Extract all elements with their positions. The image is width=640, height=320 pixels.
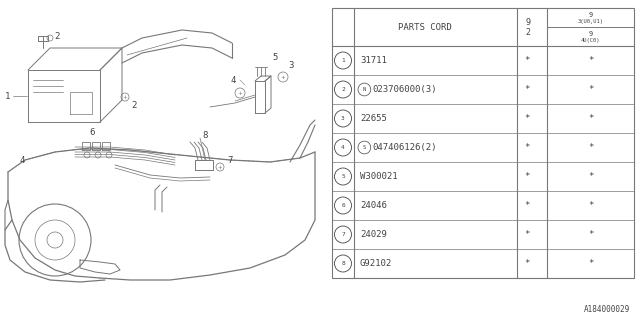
Text: 4U(C0): 4U(C0): [580, 38, 600, 43]
Text: 2: 2: [341, 87, 345, 92]
Text: 047406126(2): 047406126(2): [372, 143, 437, 152]
Text: 1: 1: [5, 92, 11, 100]
Text: 1: 1: [341, 58, 345, 63]
Text: +: +: [237, 91, 243, 95]
Text: 22655: 22655: [360, 114, 387, 123]
Text: *: *: [588, 114, 593, 123]
Text: *: *: [524, 230, 530, 239]
Text: W300021: W300021: [360, 172, 397, 181]
Text: *: *: [524, 259, 530, 268]
Text: G92102: G92102: [360, 259, 392, 268]
Text: *: *: [588, 259, 593, 268]
Text: 3: 3: [341, 116, 345, 121]
Text: 023706000(3): 023706000(3): [372, 85, 437, 94]
Text: *: *: [588, 85, 593, 94]
Text: *: *: [588, 143, 593, 152]
Text: 4: 4: [19, 156, 25, 164]
Text: +: +: [218, 164, 222, 170]
Text: *: *: [588, 230, 593, 239]
Text: 3: 3: [288, 60, 294, 69]
Text: *: *: [524, 56, 530, 65]
Text: A184000029: A184000029: [584, 305, 630, 314]
Text: 4: 4: [230, 76, 236, 84]
Text: 3(U0,U1): 3(U0,U1): [577, 19, 604, 24]
Text: 7: 7: [227, 156, 233, 164]
Text: 2: 2: [54, 31, 60, 41]
Text: 9: 9: [525, 18, 531, 27]
Text: PARTS CORD: PARTS CORD: [397, 22, 451, 31]
Text: *: *: [524, 172, 530, 181]
Text: 5: 5: [272, 52, 278, 61]
Text: +: +: [280, 75, 285, 79]
Text: *: *: [524, 85, 530, 94]
Text: +: +: [123, 94, 127, 100]
Text: *: *: [524, 201, 530, 210]
Text: 6: 6: [341, 203, 345, 208]
Text: N: N: [363, 87, 366, 92]
Text: *: *: [524, 114, 530, 123]
Text: *: *: [524, 143, 530, 152]
Text: 5: 5: [341, 174, 345, 179]
Text: 9: 9: [588, 30, 593, 36]
Text: 24046: 24046: [360, 201, 387, 210]
Text: 2: 2: [131, 100, 137, 109]
Bar: [332, 8, 634, 278]
Text: *: *: [588, 56, 593, 65]
Text: 2: 2: [525, 28, 531, 36]
Text: 8: 8: [202, 131, 208, 140]
Text: 31711: 31711: [360, 56, 387, 65]
Text: 6: 6: [90, 127, 95, 137]
Text: S: S: [363, 145, 366, 150]
Text: 7: 7: [341, 232, 345, 237]
Text: 8: 8: [341, 261, 345, 266]
Text: 24029: 24029: [360, 230, 387, 239]
Text: *: *: [588, 201, 593, 210]
Text: *: *: [588, 172, 593, 181]
Text: 9: 9: [588, 12, 593, 18]
Text: 4: 4: [341, 145, 345, 150]
